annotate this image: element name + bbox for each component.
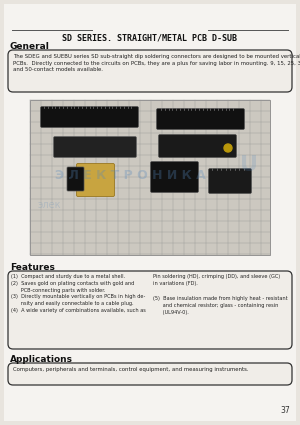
FancyBboxPatch shape: [8, 50, 292, 92]
Text: Э Л Е К Т Р О Н И К А: Э Л Е К Т Р О Н И К А: [55, 168, 206, 181]
FancyBboxPatch shape: [8, 363, 292, 385]
FancyBboxPatch shape: [8, 271, 292, 349]
Text: Features: Features: [10, 263, 55, 272]
FancyBboxPatch shape: [158, 134, 236, 158]
Text: U: U: [240, 155, 258, 175]
Circle shape: [224, 144, 232, 152]
FancyBboxPatch shape: [208, 168, 251, 193]
Text: Computers, peripherals and terminals, control equipment, and measuring instrumen: Computers, peripherals and terminals, co…: [13, 367, 249, 372]
FancyBboxPatch shape: [30, 100, 270, 255]
FancyBboxPatch shape: [76, 164, 115, 196]
FancyBboxPatch shape: [157, 108, 244, 130]
Text: SD SERIES. STRAIGHT/METAL PCB D-SUB: SD SERIES. STRAIGHT/METAL PCB D-SUB: [62, 33, 238, 42]
FancyBboxPatch shape: [53, 136, 136, 158]
Text: (5)  Base insulation made from highly heat - resistant
      and chemical resist: (5) Base insulation made from highly hea…: [153, 296, 288, 314]
Text: элек: элек: [38, 200, 62, 210]
FancyBboxPatch shape: [4, 4, 296, 421]
FancyBboxPatch shape: [151, 162, 199, 193]
Text: The SDEG and SUEBU series SD sub-straight dip soldering connectors are designed : The SDEG and SUEBU series SD sub-straigh…: [13, 54, 300, 72]
Text: Pin soldering (HD), crimping (DD), and sleeve (GC)
in variations (FD).: Pin soldering (HD), crimping (DD), and s…: [153, 274, 280, 286]
Text: (1)  Compact and sturdy due to a metal shell.
(2)  Saves gold on plating contact: (1) Compact and sturdy due to a metal sh…: [11, 274, 146, 313]
FancyBboxPatch shape: [67, 167, 84, 191]
Text: General: General: [10, 42, 50, 51]
FancyBboxPatch shape: [40, 107, 139, 128]
Text: 37: 37: [280, 406, 290, 415]
Text: Applications: Applications: [10, 355, 73, 364]
